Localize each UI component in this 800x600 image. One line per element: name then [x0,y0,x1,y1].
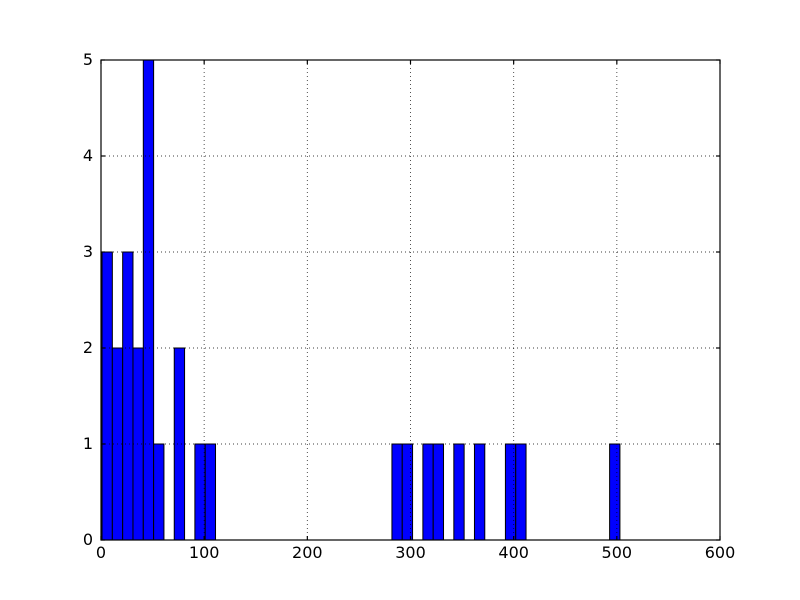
histogram-bar [101,251,113,541]
histogram-bar [401,443,414,541]
y-tick-label: 1 [83,434,93,453]
x-tick-label: 500 [602,543,633,562]
plot-border [100,59,721,541]
y-tick-label: 2 [83,338,93,357]
y-tick-label: 3 [83,242,93,261]
histogram-bar [432,443,445,541]
histogram-bar [173,347,186,541]
histogram-bar [204,443,217,541]
histogram-bar [194,443,206,541]
x-tick-label: 300 [395,543,426,562]
x-tick-label: 600 [705,543,736,562]
histogram-bar [422,443,434,541]
y-tick-label: 0 [83,530,93,549]
histogram-bar [504,443,517,541]
y-tick-label: 4 [83,146,93,165]
histogram-bar [122,251,134,541]
x-tick-label: 100 [189,543,220,562]
histogram-bar [515,443,527,541]
histogram-bar [142,59,155,541]
x-tick-label: 400 [498,543,529,562]
histogram-bar [453,443,465,541]
histogram-bar [391,443,403,541]
histogram-bar [153,443,165,541]
y-tick-label: 5 [83,50,93,69]
histogram-bar [609,443,621,541]
x-tick-label: 0 [96,543,106,562]
histogram-bar [473,443,486,541]
x-tick-label: 200 [292,543,323,562]
